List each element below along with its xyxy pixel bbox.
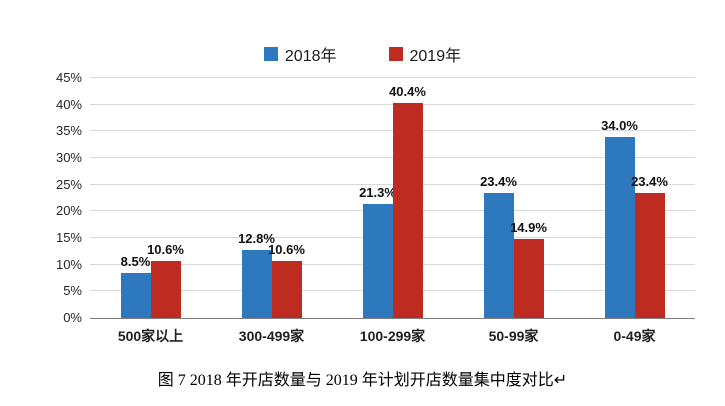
y-tick-label: 15% — [55, 230, 82, 245]
legend: 2018年 2019年 — [0, 42, 725, 66]
x-tick-label: 0-49家 — [613, 328, 656, 344]
bar-value-label: 10.6% — [147, 242, 184, 258]
y-tick-label: 5% — [63, 283, 82, 299]
figure-caption: 图 7 2018 年开店数量与 2019 年计划开店数量集中度对比↵ — [157, 372, 568, 389]
bar-value-label: 34.0% — [601, 117, 638, 133]
legend-swatch-icon — [388, 47, 403, 61]
plot-area: 8.5% 10.6% 12.8% 10.6% 21.3% 40.4% 23.4% 14.9% 3… — [90, 77, 695, 319]
y-tick-label: 35% — [55, 123, 82, 139]
bar: 10.6% — [147, 242, 184, 318]
bar-groups: 8.5% 10.6% 12.8% 10.6% 21.3% 40.4% 23.4% 14.9% 3… — [90, 78, 695, 318]
y-axis: 0% 5% 10% 15% 20% 25% 30% 35% 40% 45% — [46, 70, 90, 325]
bar-value-label: 23.4% — [480, 174, 517, 190]
chart: 0% 5% 10% 15% 20% 25% 30% 35% 40% 45% 8.5% 10.6% 12… — [46, 70, 695, 346]
bar-value-label: 40.4% — [389, 83, 426, 99]
plot-column: 8.5% 10.6% 12.8% 10.6% 21.3% 40.4% 23.4% 14.9% 3… — [90, 77, 695, 346]
bar-group: 8.5% 10.6% — [90, 78, 211, 318]
x-tick-label: 500家以上 — [117, 328, 184, 344]
bar: 8.5% — [120, 254, 151, 318]
x-tick-label: 100-299家 — [359, 328, 426, 344]
bar: 23.4% — [631, 174, 668, 318]
y-tick-label: 40% — [55, 96, 82, 112]
bar-value-label: 14.9% — [510, 219, 547, 235]
bar-group: 12.8% 10.6% — [211, 78, 332, 318]
legend-label: 2018年 — [284, 48, 337, 65]
y-tick-label: 10% — [55, 256, 82, 272]
bar-value-label: 8.5% — [120, 253, 151, 269]
bar-value-label: 12.8% — [238, 230, 275, 246]
y-tick-label: 25% — [55, 176, 82, 192]
gridline — [90, 77, 695, 78]
x-tick-label: 50-99家 — [488, 328, 539, 344]
bar: 14.9% — [510, 220, 547, 318]
y-tick-label: 0% — [63, 310, 82, 325]
x-axis: 500家以上 300-499家 100-299家 50-99家 0-49家 — [90, 326, 695, 346]
bar: 10.6% — [268, 242, 305, 318]
bar-group: 34.0% 23.4% — [574, 78, 695, 318]
y-tick-label: 20% — [55, 203, 82, 219]
legend-swatch-icon — [263, 47, 278, 61]
bar-value-label: 21.3% — [359, 185, 396, 201]
bar-group: 23.4% 14.9% — [453, 78, 574, 318]
bar: 40.4% — [389, 84, 426, 318]
legend-label: 2019年 — [409, 48, 462, 65]
bar: 12.8% — [238, 231, 275, 318]
y-tick-label: 45% — [55, 70, 82, 85]
bar: 21.3% — [359, 185, 396, 318]
legend-item: 2019年 — [388, 42, 462, 66]
y-tick-label: 30% — [55, 150, 82, 165]
bar-value-label: 10.6% — [268, 242, 305, 258]
bar-group: 21.3% 40.4% — [332, 78, 453, 318]
legend-item: 2018年 — [263, 42, 337, 66]
x-tick-label: 300-499家 — [238, 328, 305, 344]
bar-value-label: 23.4% — [631, 174, 668, 190]
bar: 34.0% — [601, 118, 638, 318]
bar: 23.4% — [480, 174, 517, 318]
